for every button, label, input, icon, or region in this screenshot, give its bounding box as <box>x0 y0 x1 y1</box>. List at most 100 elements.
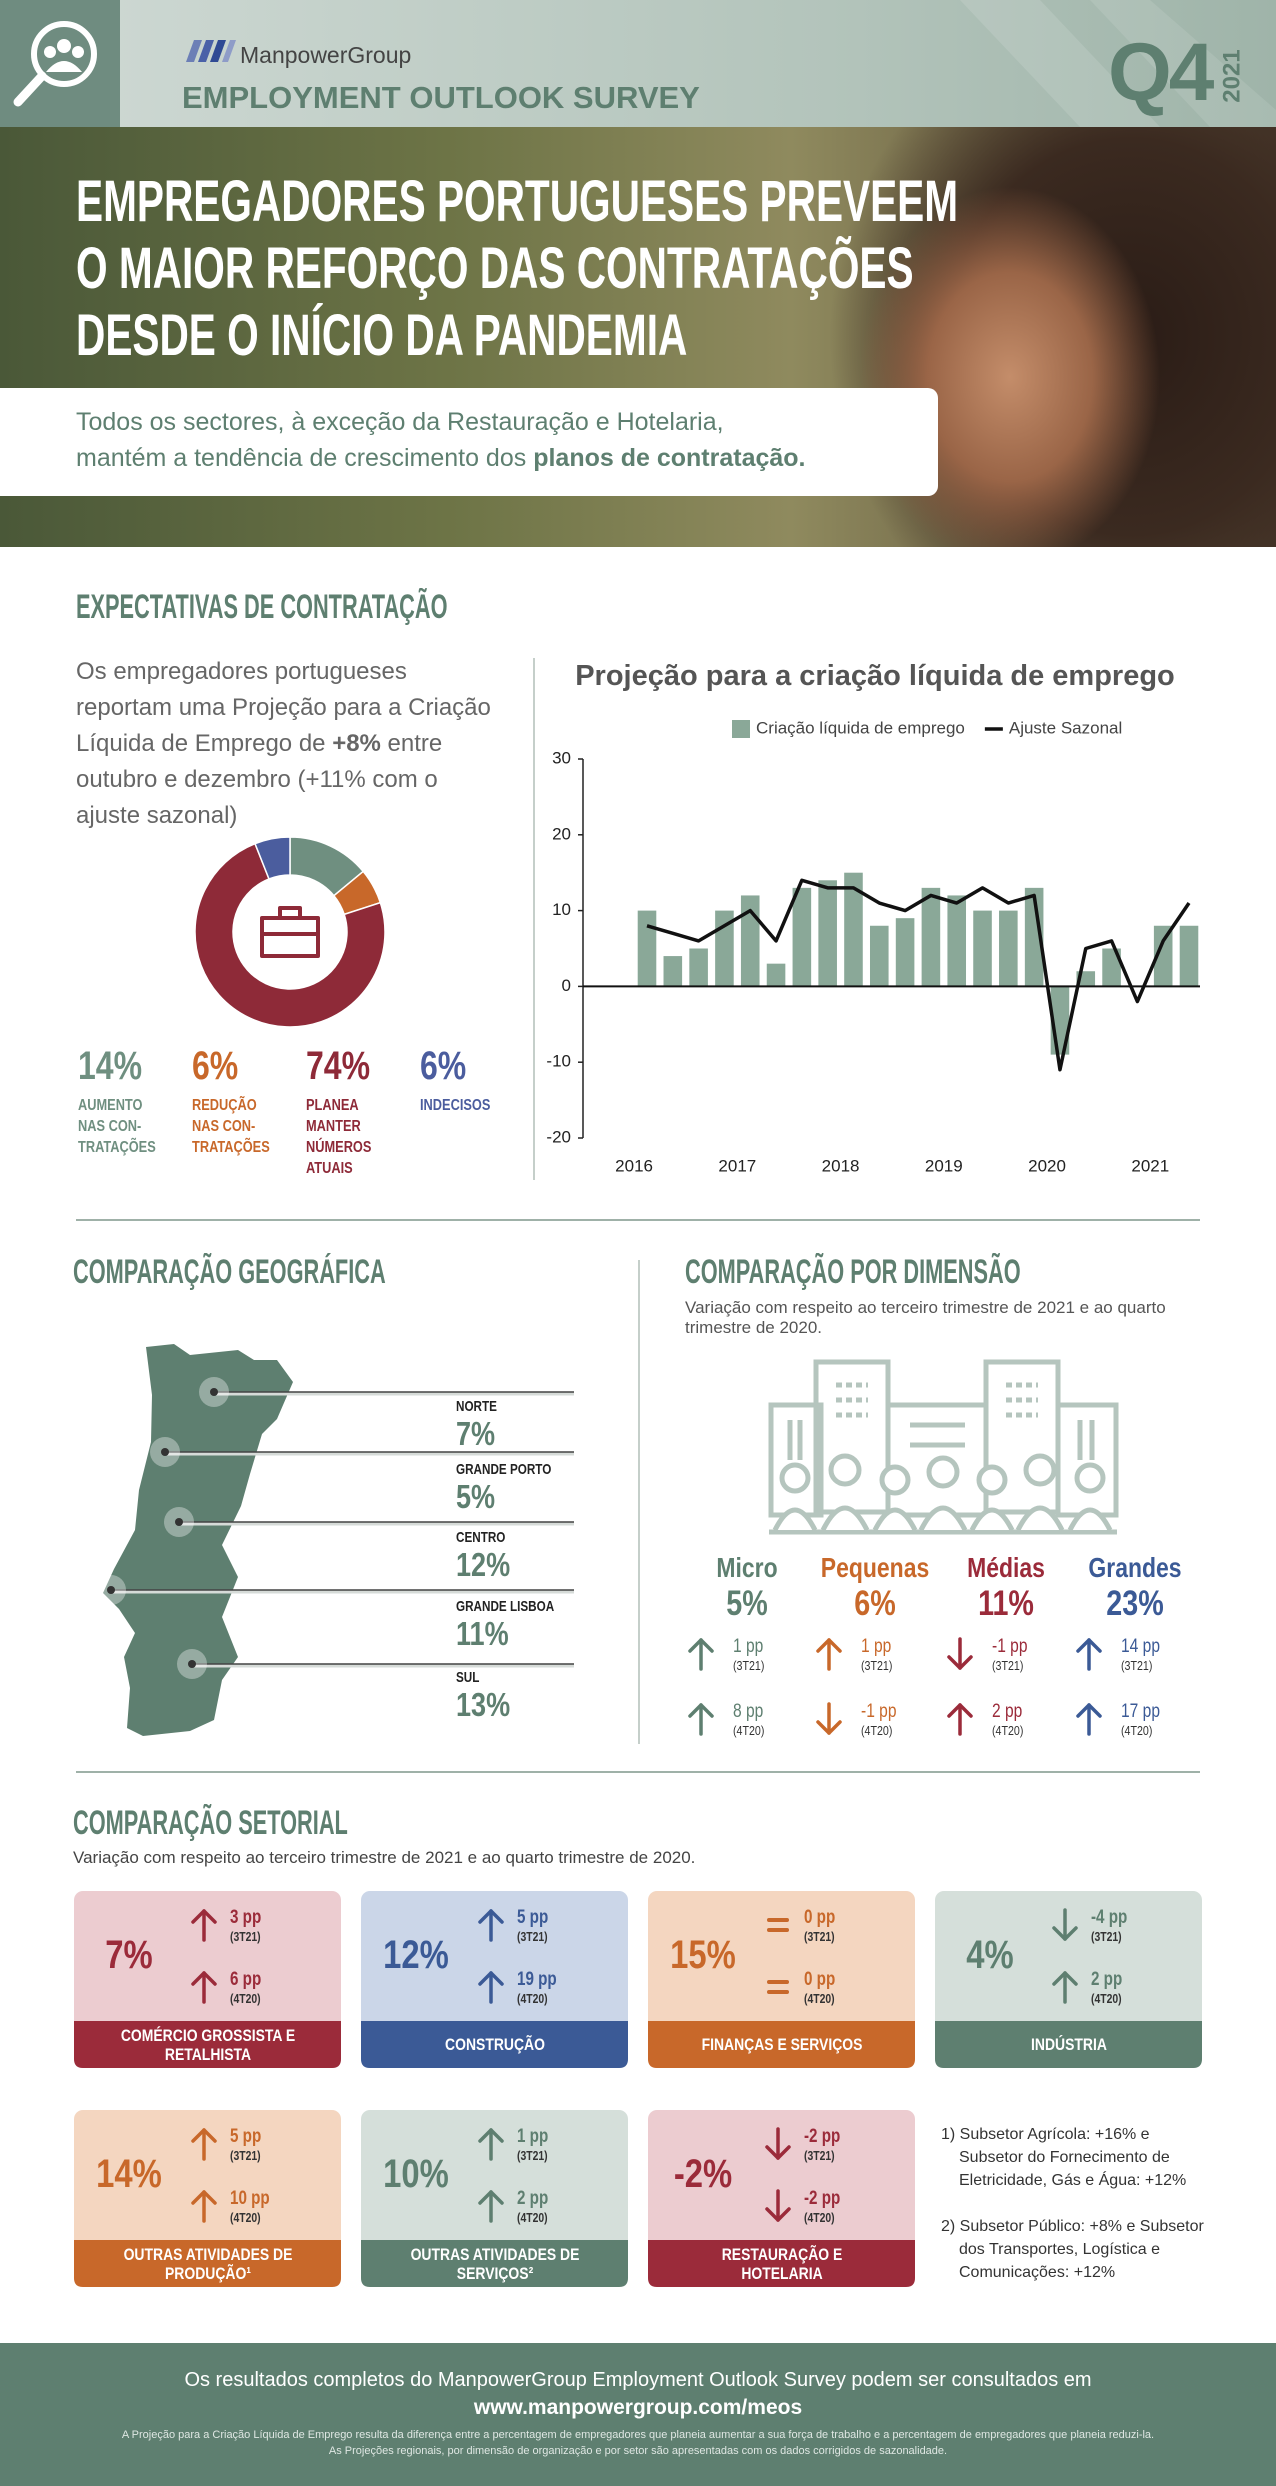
legend-label: INDECISOS <box>420 1097 491 1114</box>
bar <box>1102 948 1121 987</box>
headline: EMPREGADORES PORTUGUESES PREVEEM <box>76 169 959 234</box>
region-dot <box>210 1388 218 1396</box>
arrow-head <box>816 1720 842 1735</box>
brand: ManpowerGroup <box>240 42 412 68</box>
region-name: CENTRO <box>456 1529 506 1546</box>
size-name: Pequenas <box>820 1552 930 1583</box>
card-name-text: INDÚSTRIA <box>1030 2035 1107 2054</box>
hero-subtitle: Todos os sectores, à exceção da Restaura… <box>76 404 806 476</box>
trend-arrow <box>478 1971 504 2004</box>
subtitle-line: Todos os sectores, à exceção da Restaura… <box>76 408 724 436</box>
size-period: (3T21) <box>733 1658 765 1673</box>
trend-arrow <box>478 2128 504 2161</box>
size-period: (3T21) <box>992 1658 1024 1673</box>
card-change: 19 pp <box>517 1969 557 1990</box>
donut-slice <box>194 842 386 1028</box>
arrow-head <box>478 1909 504 1924</box>
trend-arrow <box>688 1638 714 1671</box>
trend-arrow <box>765 2189 791 2222</box>
card-name-text: COMÉRCIO GROSSISTA E RETALHISTA <box>120 2025 295 2064</box>
bar <box>947 895 967 987</box>
card-period: (4T20) <box>230 2210 261 2225</box>
bar <box>1024 887 1044 987</box>
card-value: 7% <box>105 1933 153 1977</box>
arrow-head <box>191 1971 217 1986</box>
size-period: (4T20) <box>1121 1723 1153 1738</box>
subtitle-text: mantém a tendência de crescimento dos <box>76 444 534 472</box>
trend-arrow <box>688 1703 714 1736</box>
footnotes: 1) Subsetor Agrícola: +16% e Subsetor do… <box>941 2123 1209 2284</box>
briefcase-icon <box>260 906 320 958</box>
size-value: 6% <box>854 1584 896 1623</box>
trend-arrow <box>191 1971 217 2004</box>
region-value: 7% <box>456 1415 496 1452</box>
card-name-text: RESTAURAÇÃO E HOTELARIA <box>721 2244 842 2283</box>
card-change: 6 pp <box>230 1969 262 1990</box>
card-period: (4T20) <box>804 2210 835 2225</box>
year: 2021 <box>1218 49 1246 103</box>
card-name: COMÉRCIO GROSSISTA E RETALHISTA <box>74 2021 341 2068</box>
trend-arrow <box>1052 1971 1078 2004</box>
trend-arrow <box>767 1980 789 1994</box>
portugal-map <box>103 1344 293 1736</box>
card-band <box>361 2240 628 2287</box>
card-change: -2 pp <box>804 2188 841 2209</box>
magnifier <box>31 21 97 87</box>
arrow-head <box>765 2145 791 2160</box>
size-value: 23% <box>1106 1584 1164 1623</box>
bar <box>689 948 708 987</box>
arrow-head <box>765 2207 791 2222</box>
card-period: (3T21) <box>804 2148 835 2163</box>
arrow-head <box>191 2128 217 2143</box>
arrow-head <box>1052 1926 1078 1941</box>
size-change: 2 pp <box>992 1701 1023 1722</box>
header-stripe <box>960 0 1160 127</box>
card-change: 2 pp <box>517 2188 549 2209</box>
trend-arrow <box>191 2128 217 2161</box>
y-tick-label: 20 <box>552 824 571 843</box>
card-period: (4T20) <box>517 2210 548 2225</box>
legend-label: PLANEA MANTER NÚMEROS ATUAIS <box>306 1097 372 1177</box>
footer-band <box>0 2343 1276 2486</box>
region-name: SUL <box>456 1669 480 1686</box>
arrow-head <box>816 1638 842 1653</box>
trend-arrow <box>191 1909 217 1942</box>
card-value: 12% <box>383 1933 449 1977</box>
size-change: 8 pp <box>733 1701 764 1722</box>
bar <box>844 872 863 987</box>
arrow-head <box>191 2190 217 2205</box>
card-name: RESTAURAÇÃO E HOTELARIA <box>648 2240 915 2287</box>
magnifier-handle <box>13 71 47 107</box>
headline: O MAIOR REFORÇO DAS CONTRATAÇÕES <box>76 236 914 301</box>
card-change: 5 pp <box>230 2126 262 2147</box>
arrow-head <box>1076 1638 1102 1653</box>
y-tick-label: -10 <box>546 1052 571 1071</box>
size-period: (4T20) <box>733 1723 765 1738</box>
header-stripe <box>1090 0 1276 127</box>
person-icon <box>44 46 56 58</box>
size-name: Micro <box>716 1552 778 1583</box>
card-value: 14% <box>96 2152 162 2196</box>
size-change: 14 pp <box>1121 1636 1160 1657</box>
size-name: Grandes <box>1088 1552 1182 1583</box>
card-change: 3 pp <box>230 1907 262 1928</box>
trend-arrow <box>947 1637 973 1670</box>
arrow-head <box>478 2128 504 2143</box>
bar <box>973 910 992 987</box>
region-dot <box>107 1586 115 1594</box>
arrow-head <box>947 1703 973 1718</box>
size-change: 1 pp <box>733 1636 764 1657</box>
card-period: (4T20) <box>1091 1991 1122 2006</box>
region-name: NORTE <box>456 1398 497 1415</box>
subtitle-box <box>0 388 938 496</box>
card-band <box>648 2240 915 2287</box>
size-change: -1 pp <box>861 1701 897 1722</box>
subtitle-bold: planos de contratação. <box>533 444 806 472</box>
section-subtitle: Variação com respeito ao terceiro trimes… <box>685 1298 1166 1337</box>
line <box>646 878 1191 1072</box>
section-title: COMPARAÇÃO POR DIMENSÃO <box>685 1253 1021 1291</box>
footnote: 2) Subsetor Público: +8% e Subsetor dos … <box>941 2218 1204 2281</box>
bar <box>766 963 786 987</box>
arrow-head <box>1076 1703 1102 1718</box>
bar <box>792 887 812 987</box>
